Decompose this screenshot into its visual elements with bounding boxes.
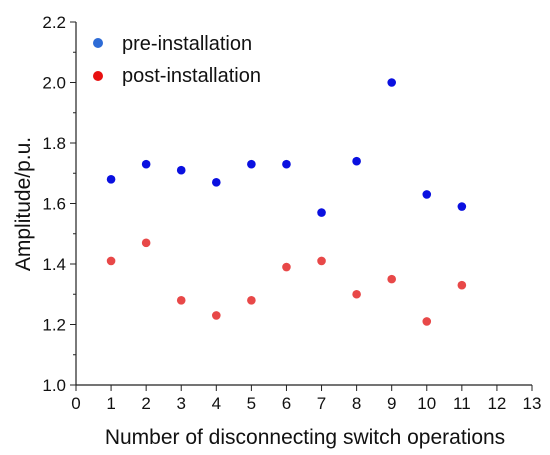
legend-marker [93,38,103,48]
data-point [387,78,396,87]
data-point [422,317,432,326]
legend-marker [93,71,103,81]
x-tick-label: 3 [176,394,185,413]
legend-label: pre-installation [122,33,252,55]
x-tick-label: 8 [352,394,361,413]
x-tick-label: 11 [453,394,471,413]
axes: 0 1 2 3 4 5 6 7 8 9 10 11 12 131.01.21.41.61.82.02.2 [42,13,541,413]
x-tick-label: 9 [387,394,396,413]
data-point [141,238,151,248]
data-point [106,256,116,266]
data-point [212,178,221,187]
data-point [387,274,396,284]
x-tick-label: 4 [212,394,221,413]
legend: pre-installation post-installation [93,33,261,87]
series-pre-installation [106,78,467,217]
y-tick-label: 2.0 [42,74,66,93]
data-point [317,256,326,266]
x-tick-label: 13 [523,394,542,413]
x-tick-label: 2 [141,394,150,413]
data-points [106,78,467,326]
x-tick-label: 12 [487,394,506,413]
data-point [457,280,467,290]
data-point [457,202,467,211]
data-point [282,159,291,169]
data-point [176,165,186,175]
x-tick-label: 6 [282,394,291,413]
data-point [176,296,186,305]
y-tick-label: 1.2 [42,316,66,335]
legend-label: post-installation [122,65,261,87]
y-tick-label: 1.6 [42,195,66,214]
data-point [106,175,116,184]
y-tick-label: 2.2 [42,13,66,32]
data-point [282,262,291,272]
y-tick-label: 1.4 [42,255,66,274]
y-axis-title: Amplitude/p.u. [12,137,35,271]
x-tick-label: 1 [106,394,115,413]
x-axis-title: Number of disconnecting switch operation… [105,426,505,449]
x-tick-label: 0 [71,394,80,413]
data-point [352,289,361,299]
x-tick-label: 10 [417,394,436,413]
data-point [352,156,361,166]
y-tick-label: 1.8 [42,134,66,153]
y-tick-label: 1.0 [42,376,66,395]
series-post-installation [106,238,467,326]
data-point [247,159,256,169]
x-tick-label: 7 [317,394,326,413]
data-point [247,296,256,305]
data-point [317,208,326,217]
data-point [422,190,432,199]
x-tick-label: 5 [247,394,256,413]
data-point [212,311,221,320]
data-point [141,159,151,169]
